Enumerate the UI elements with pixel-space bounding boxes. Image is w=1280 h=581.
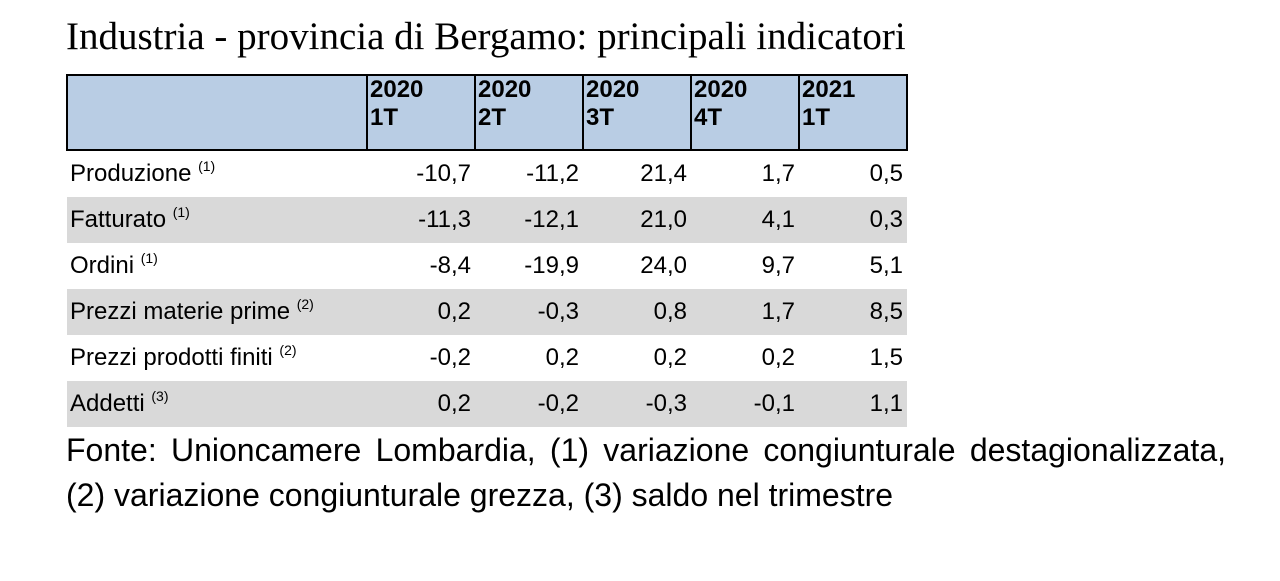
footnote-marker: (1) bbox=[172, 204, 190, 220]
table-cell: 1,1 bbox=[799, 381, 907, 427]
source-note: Fonte: Unioncamere Lombardia, (1) variaz… bbox=[66, 432, 1226, 513]
row-label-text: Addetti bbox=[70, 390, 145, 417]
row-label: Produzione (1) bbox=[67, 150, 367, 197]
row-label: Prezzi materie prime (2) bbox=[67, 289, 367, 335]
column-year: 2021 bbox=[802, 76, 856, 103]
table-cell: -10,7 bbox=[416, 160, 471, 187]
footnote-marker: (3) bbox=[151, 388, 169, 404]
table-cell: 0,2 bbox=[367, 289, 475, 335]
row-label: Ordini (1) bbox=[67, 243, 367, 289]
row-label: Addetti (3) bbox=[67, 381, 367, 427]
table-cell: 1,5 bbox=[869, 344, 903, 371]
table-cell: 21,4 bbox=[640, 160, 687, 187]
table-cell: -8,4 bbox=[429, 252, 471, 279]
column-quarter: 2T bbox=[478, 104, 507, 131]
column-header-2020-1t: 2020 1T bbox=[366, 74, 476, 151]
table-cell: 1,7 bbox=[761, 160, 795, 187]
table-cell: 0,5 bbox=[869, 160, 903, 187]
column-year: 2020 bbox=[478, 76, 532, 103]
table-cell: -0,3 bbox=[583, 381, 691, 427]
table-cell: 24,0 bbox=[640, 252, 687, 279]
table-row-ordini: Ordini (1) -8,4 -19,9 24,0 9,7 5,1 bbox=[67, 243, 907, 289]
row-label-text: Ordini bbox=[70, 252, 135, 279]
table-cell: -19,9 bbox=[524, 252, 579, 279]
column-header-2020-2t: 2020 2T bbox=[474, 74, 584, 151]
column-year: 2020 bbox=[694, 76, 748, 103]
table-cell: 1,7 bbox=[691, 289, 799, 335]
column-year: 2020 bbox=[586, 76, 640, 103]
table-cell: 21,0 bbox=[583, 197, 691, 243]
row-label: Fatturato (1) bbox=[67, 197, 367, 243]
row-label: Prezzi prodotti finiti (2) bbox=[67, 335, 367, 381]
table-cell: 0,2 bbox=[761, 344, 795, 371]
table-row-addetti: Addetti (3) 0,2 -0,2 -0,3 -0,1 1,1 bbox=[67, 381, 907, 427]
table-cell: 5,1 bbox=[869, 252, 903, 279]
table-cell: 4,1 bbox=[691, 197, 799, 243]
column-header-2020-3t: 2020 3T bbox=[582, 74, 692, 151]
table-cell: -0,3 bbox=[475, 289, 583, 335]
table-cell: 9,7 bbox=[761, 252, 795, 279]
column-quarter: 3T bbox=[586, 104, 615, 131]
table-cell: -11,3 bbox=[367, 197, 475, 243]
table-cell: -11,2 bbox=[526, 160, 579, 187]
table-cell: 0,3 bbox=[799, 197, 907, 243]
table-header-row: 2020 1T 2020 2T 2020 3T 2020 4T 2021 1T bbox=[66, 74, 908, 151]
table-cell: -0,1 bbox=[691, 381, 799, 427]
row-label-text: Prezzi prodotti finiti bbox=[70, 344, 273, 371]
page-title: Industria - provincia di Bergamo: princi… bbox=[66, 15, 906, 58]
table-row-prezzi-prodotti-finiti: Prezzi prodotti finiti (2) -0,2 0,2 0,2 … bbox=[67, 335, 907, 381]
table-cell: -12,1 bbox=[475, 197, 583, 243]
row-label-text: Prezzi materie prime bbox=[70, 298, 291, 325]
column-quarter: 1T bbox=[802, 104, 831, 131]
column-header-2020-4t: 2020 4T bbox=[690, 74, 800, 151]
footnote-marker: (2) bbox=[296, 296, 314, 312]
footnote-marker: (1) bbox=[140, 250, 158, 266]
row-label-text: Produzione bbox=[70, 160, 192, 187]
row-label-text: Fatturato bbox=[70, 206, 167, 233]
table-cell: 0,2 bbox=[367, 381, 475, 427]
table-cell: -0,2 bbox=[429, 344, 471, 371]
table-row-fatturato: Fatturato (1) -11,3 -12,1 21,0 4,1 0,3 bbox=[67, 197, 907, 243]
table-row-prezzi-materie-prime: Prezzi materie prime (2) 0,2 -0,3 0,8 1,… bbox=[67, 289, 907, 335]
table-row-produzione: Produzione (1) -10,7 -11,2 21,4 1,7 0,5 bbox=[67, 150, 907, 197]
column-quarter: 1T bbox=[370, 104, 399, 131]
column-year: 2020 bbox=[370, 76, 424, 103]
table-cell: -0,2 bbox=[475, 381, 583, 427]
table-cell: 0,2 bbox=[653, 344, 687, 371]
column-header-2021-1t: 2021 1T bbox=[798, 74, 908, 151]
table-cell: 0,2 bbox=[545, 344, 579, 371]
footnote-marker: (2) bbox=[279, 342, 297, 358]
footnote-marker: (1) bbox=[198, 158, 216, 174]
column-quarter: 4T bbox=[694, 104, 723, 131]
table-cell: 0,8 bbox=[583, 289, 691, 335]
table-cell: 8,5 bbox=[799, 289, 907, 335]
indicators-table: 2020 1T 2020 2T 2020 3T 2020 4T 2021 1T … bbox=[66, 74, 908, 427]
header-label-cell bbox=[66, 74, 368, 151]
